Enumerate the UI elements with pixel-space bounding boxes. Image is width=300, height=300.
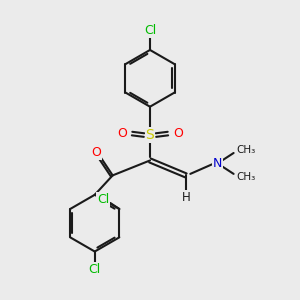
Text: N: N (212, 157, 222, 170)
Text: S: S (146, 128, 154, 142)
Text: O: O (173, 127, 183, 140)
Text: CH₃: CH₃ (237, 145, 256, 155)
Text: Cl: Cl (97, 193, 109, 206)
Text: Cl: Cl (144, 24, 156, 37)
Text: O: O (117, 127, 127, 140)
Text: CH₃: CH₃ (237, 172, 256, 182)
Text: H: H (182, 191, 190, 204)
Text: Cl: Cl (88, 263, 101, 276)
Text: O: O (91, 146, 101, 159)
